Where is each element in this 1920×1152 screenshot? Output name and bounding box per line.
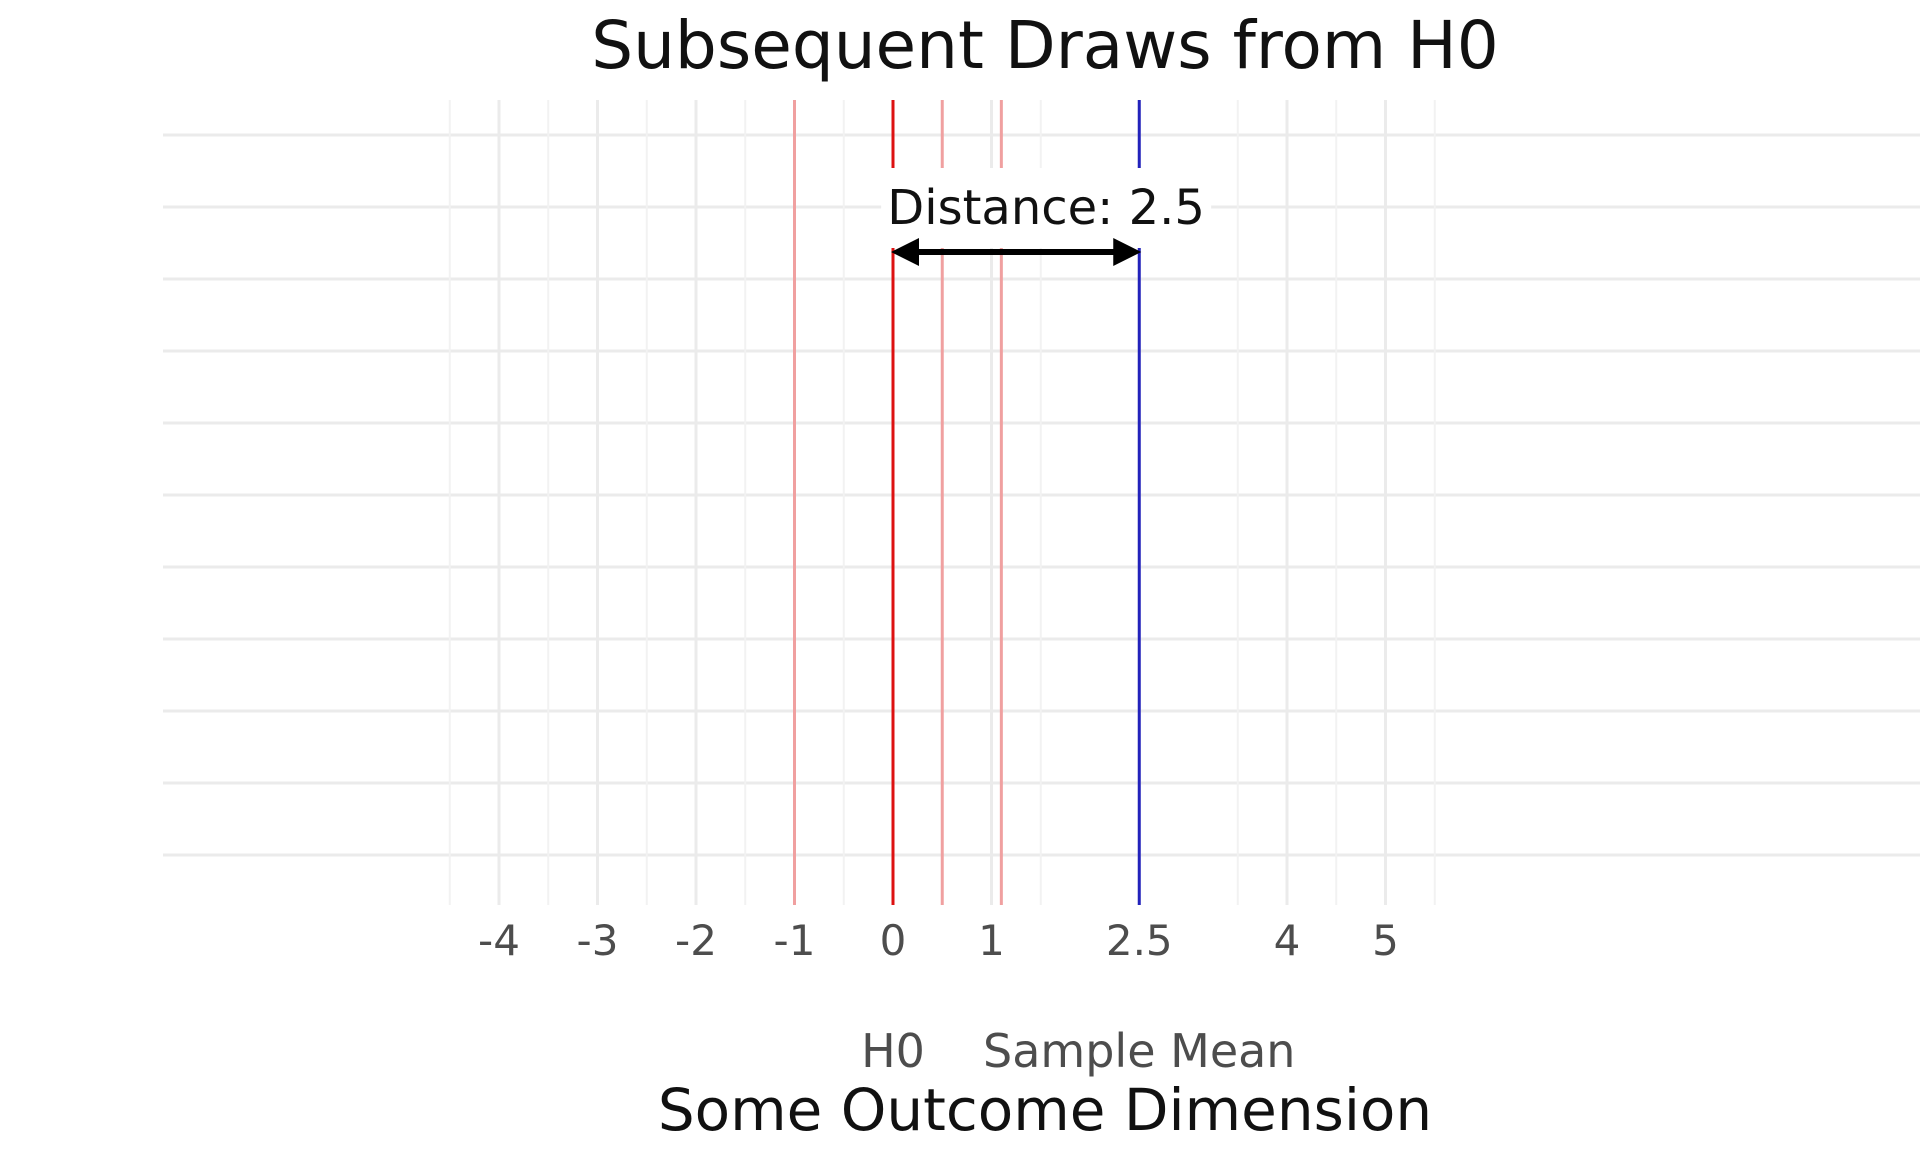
annotation-box [881,168,1212,248]
reference-labels: H0 Sample Mean [861,1024,1295,1078]
annotation-label: Distance: 2.5 [887,180,1205,236]
x-tick-label: 2.5 [1106,916,1173,965]
x-tick-label: 0 [880,916,907,965]
x-tick-label: -3 [577,916,619,965]
x-axis-label: Some Outcome Dimension [658,1076,1432,1144]
x-tick-label: -2 [675,916,717,965]
distance-annotation: Distance: 2.5 [881,168,1212,266]
x-tick-label: 1 [978,916,1005,965]
reference-label: Sample Mean [983,1024,1295,1078]
x-tick-label: 4 [1274,916,1301,965]
annotation-arrowhead-right [1113,238,1142,266]
reference-label: H0 [861,1024,925,1078]
x-tick-label: -1 [774,916,816,965]
annotation-arrowhead-left [891,238,919,266]
chart-title: Subsequent Draws from H0 [591,7,1499,84]
x-tick-label: 5 [1372,916,1399,965]
x-tick-labels: -4 -3 -2 -1 0 1 2.5 4 5 [478,916,1399,965]
x-tick-label: -4 [478,916,520,965]
